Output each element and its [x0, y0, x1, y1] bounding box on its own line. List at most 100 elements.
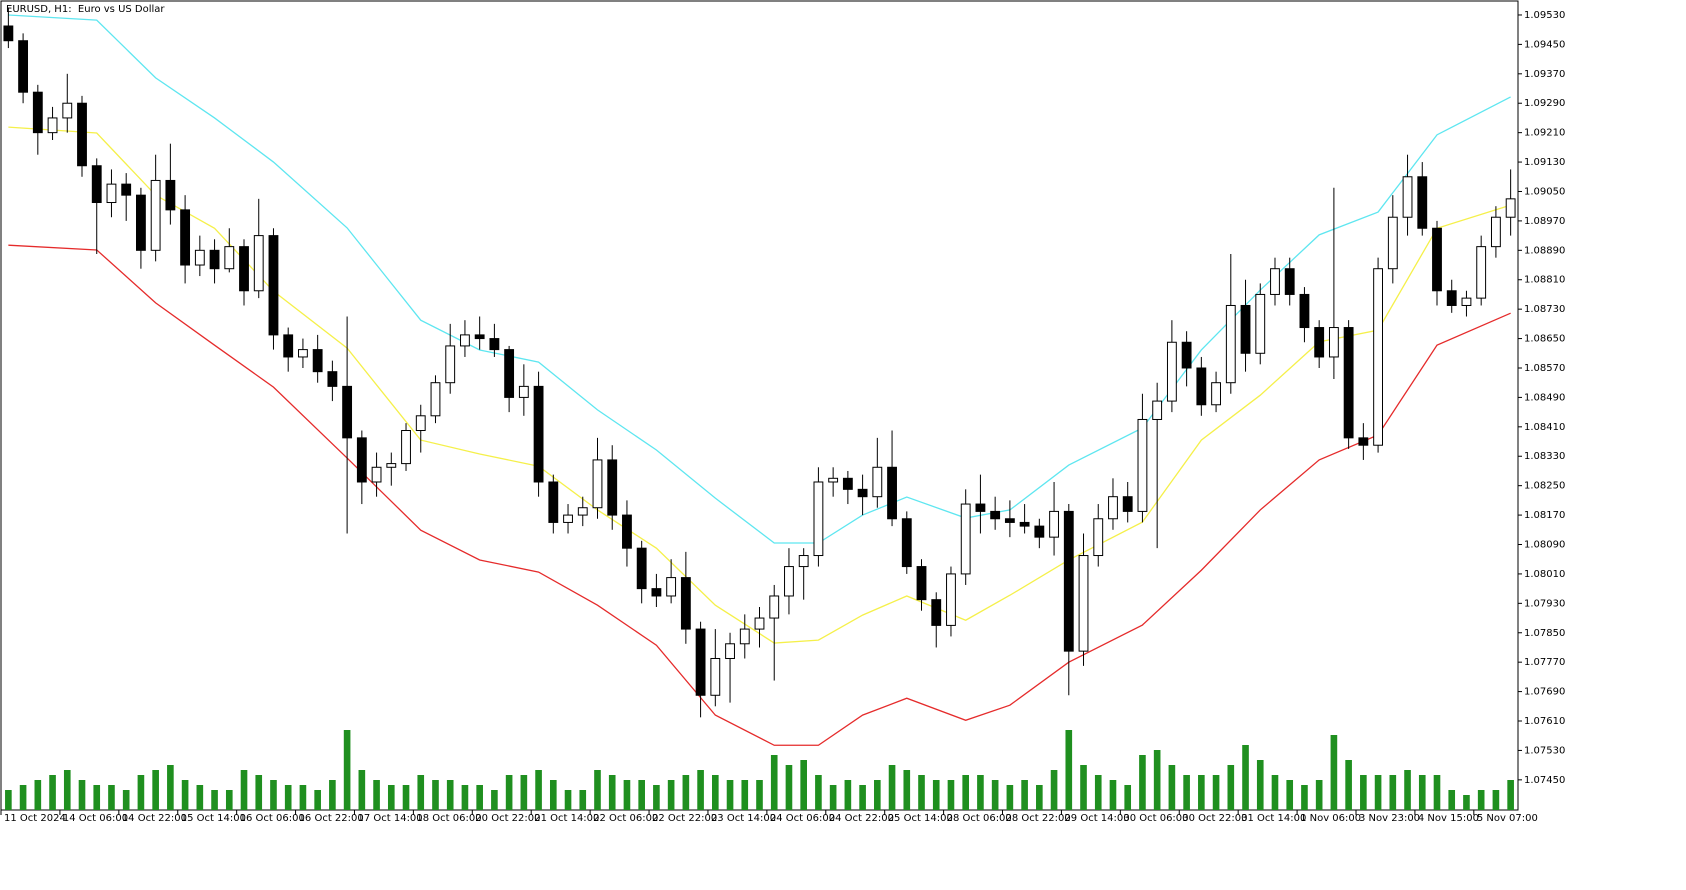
volume-bar	[1477, 790, 1485, 810]
volume-bar	[505, 775, 513, 810]
candle-body	[842, 477, 853, 490]
volume-bar	[682, 775, 690, 810]
volume-bar	[608, 775, 616, 810]
x-tick-label: 24 Oct 06:00	[770, 813, 835, 824]
candle-body	[62, 102, 73, 119]
candle-body	[430, 382, 441, 417]
plot-frame	[0, 0, 1519, 811]
x-tick-label: 5 Nov 07:00	[1477, 813, 1538, 824]
y-tick-label: 1.07770	[1524, 657, 1565, 668]
volume-bar	[726, 780, 734, 810]
volume-bar	[579, 790, 587, 810]
candle-body	[1270, 268, 1280, 295]
chart-title: EURUSD, H1: Euro vs US Dollar	[6, 4, 165, 15]
y-tick-label: 1.09290	[1524, 98, 1565, 109]
candle-body	[887, 466, 897, 520]
volume-bar	[1021, 780, 1028, 810]
candle-body	[857, 488, 868, 498]
candle-body	[1417, 176, 1428, 229]
volume-bar	[211, 790, 218, 810]
volume-bar	[1168, 765, 1176, 810]
volume-bar	[1065, 730, 1073, 810]
x-tick-label: 28 Oct 06:00	[947, 813, 1012, 824]
volume-bar	[785, 765, 793, 810]
x-tick-label: 14 Oct 22:00	[122, 813, 187, 824]
candle-body	[916, 566, 927, 601]
volume-bar	[815, 775, 822, 810]
volume-bar	[63, 770, 71, 810]
candle-body	[209, 249, 220, 270]
candle-body	[165, 179, 176, 211]
x-tick-label: 20 Oct 22:00	[475, 813, 540, 824]
volume-bar	[196, 785, 204, 810]
candle-body	[1004, 518, 1015, 523]
candle-body	[1108, 496, 1118, 520]
y-tick-label: 1.07610	[1524, 716, 1565, 727]
candle-body	[622, 514, 632, 549]
band-line	[8, 126, 1511, 644]
volume-bar	[1507, 780, 1514, 810]
x-tick-label: 22 Oct 22:00	[652, 813, 717, 824]
candle-body	[489, 338, 500, 351]
volume-bar	[152, 770, 159, 810]
candle-body	[312, 349, 323, 373]
volume-bar	[756, 780, 763, 810]
candle-body	[1461, 297, 1472, 306]
volume-bar	[1315, 780, 1323, 810]
candle-body	[1225, 304, 1236, 384]
volume-bar	[108, 785, 115, 810]
volume-bar	[402, 785, 410, 810]
volume-bar	[962, 775, 970, 810]
candle-body	[91, 165, 102, 204]
y-tick-label: 1.09530	[1524, 10, 1565, 21]
candle-body	[666, 577, 677, 597]
candle-body	[1181, 341, 1192, 369]
volume-bar	[594, 770, 601, 810]
candle-body	[695, 628, 706, 696]
volume-bar	[373, 780, 380, 810]
volume-bar	[520, 775, 528, 810]
volume-bar	[1212, 775, 1220, 810]
volume-bar	[638, 780, 645, 810]
y-tick-label: 1.08890	[1524, 245, 1565, 256]
candle-body	[253, 235, 264, 292]
volume-bar	[93, 785, 101, 810]
candle-body	[1137, 418, 1148, 512]
y-tick-label: 1.09130	[1524, 157, 1565, 168]
volume-bar	[1433, 775, 1441, 810]
candle-body	[1034, 525, 1045, 538]
volume-bar	[1036, 785, 1043, 810]
candle-body	[150, 179, 161, 251]
candle-body	[1328, 327, 1339, 358]
candle-body	[710, 657, 721, 696]
x-tick-label: 31 Oct 14:00	[1241, 813, 1306, 824]
volume-bar	[1418, 775, 1426, 810]
y-tick-label: 1.07850	[1524, 628, 1565, 639]
y-tick-label: 1.08090	[1524, 540, 1565, 551]
candle-body	[445, 345, 456, 384]
candle-body	[946, 573, 956, 626]
candle-body	[798, 555, 809, 568]
volume-bar	[549, 780, 557, 810]
y-tick-label: 1.08330	[1524, 451, 1565, 462]
candle-body	[828, 477, 839, 483]
candle-body	[121, 183, 132, 196]
candle-body	[1373, 268, 1384, 446]
plot-layer	[3, 7, 1516, 810]
candle-body	[106, 183, 117, 204]
candle-body	[1432, 227, 1442, 292]
volume-bar	[535, 770, 542, 810]
volume-bar	[181, 780, 189, 810]
candle-body	[415, 415, 426, 432]
x-tick-label: 16 Oct 06:00	[240, 813, 305, 824]
candle-body	[1299, 293, 1310, 329]
candle-body	[533, 385, 544, 483]
volume-bar	[1345, 760, 1352, 810]
volume-bar	[1389, 775, 1397, 810]
y-tick-label: 1.08730	[1524, 304, 1565, 315]
volume-bar	[874, 780, 881, 810]
volume-bar	[1094, 775, 1102, 810]
x-tick-label: 17 Oct 14:00	[357, 813, 422, 824]
volume-bar	[1153, 750, 1161, 810]
candle-body	[1358, 437, 1369, 446]
